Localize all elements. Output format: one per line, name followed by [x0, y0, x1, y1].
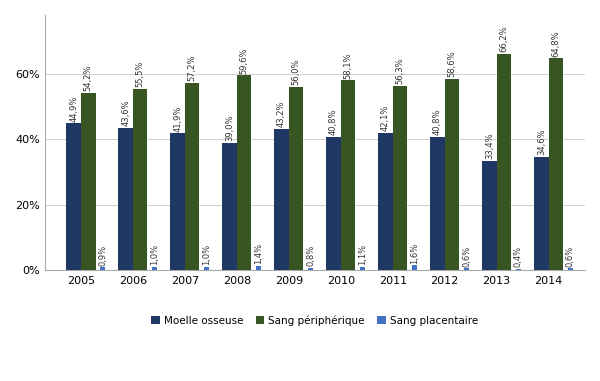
Text: 39,0%: 39,0%: [225, 115, 234, 141]
Text: 0,9%: 0,9%: [98, 245, 107, 266]
Bar: [497, 54, 511, 271]
Text: 1,4%: 1,4%: [254, 243, 263, 264]
Text: 1,6%: 1,6%: [410, 242, 419, 264]
Text: 58,1%: 58,1%: [344, 52, 353, 78]
Text: 57,2%: 57,2%: [188, 55, 197, 82]
Text: 0,8%: 0,8%: [306, 245, 315, 266]
Text: 56,3%: 56,3%: [395, 58, 404, 85]
Text: 44,9%: 44,9%: [69, 95, 78, 122]
Bar: [170, 133, 185, 271]
Bar: [360, 267, 365, 271]
Text: 0,6%: 0,6%: [566, 246, 575, 267]
Text: 33,4%: 33,4%: [485, 133, 494, 159]
Text: 66,2%: 66,2%: [499, 26, 508, 52]
Bar: [223, 143, 237, 271]
Bar: [274, 129, 289, 271]
Text: 41,9%: 41,9%: [173, 105, 182, 131]
Text: 43,2%: 43,2%: [277, 101, 286, 127]
Text: 34,6%: 34,6%: [537, 129, 546, 155]
Text: 43,6%: 43,6%: [121, 99, 130, 126]
Text: 54,2%: 54,2%: [84, 65, 93, 91]
Bar: [464, 269, 469, 271]
Text: 42,1%: 42,1%: [381, 104, 390, 131]
Bar: [534, 157, 548, 271]
Bar: [412, 265, 417, 271]
Bar: [516, 269, 521, 271]
Bar: [445, 78, 459, 271]
Bar: [289, 87, 304, 271]
Bar: [67, 123, 81, 271]
Text: 40,8%: 40,8%: [433, 109, 442, 135]
Text: 64,8%: 64,8%: [551, 30, 560, 57]
Bar: [81, 93, 95, 271]
Bar: [237, 75, 251, 271]
Bar: [341, 80, 355, 271]
Text: 1,0%: 1,0%: [202, 244, 211, 266]
Text: 40,8%: 40,8%: [329, 109, 338, 135]
Text: 56,0%: 56,0%: [292, 59, 301, 85]
Bar: [133, 89, 148, 271]
Bar: [308, 268, 313, 271]
Text: 1,0%: 1,0%: [150, 244, 159, 266]
Bar: [118, 128, 133, 271]
Text: 1,1%: 1,1%: [358, 244, 367, 265]
Bar: [204, 267, 209, 271]
Bar: [430, 137, 445, 271]
Text: 0,4%: 0,4%: [514, 247, 523, 267]
Text: 0,6%: 0,6%: [462, 246, 471, 267]
Bar: [393, 86, 407, 271]
Bar: [378, 133, 393, 271]
Text: 55,5%: 55,5%: [136, 61, 145, 87]
Bar: [568, 269, 573, 271]
Bar: [256, 266, 261, 271]
Bar: [548, 58, 563, 271]
Text: 59,6%: 59,6%: [239, 47, 248, 74]
Bar: [100, 267, 106, 271]
Bar: [326, 137, 341, 271]
Bar: [152, 267, 157, 271]
Bar: [482, 161, 497, 271]
Legend: Moelle osseuse, Sang périphérique, Sang placentaire: Moelle osseuse, Sang périphérique, Sang …: [147, 311, 482, 330]
Bar: [185, 83, 199, 271]
Text: 58,6%: 58,6%: [448, 50, 457, 77]
